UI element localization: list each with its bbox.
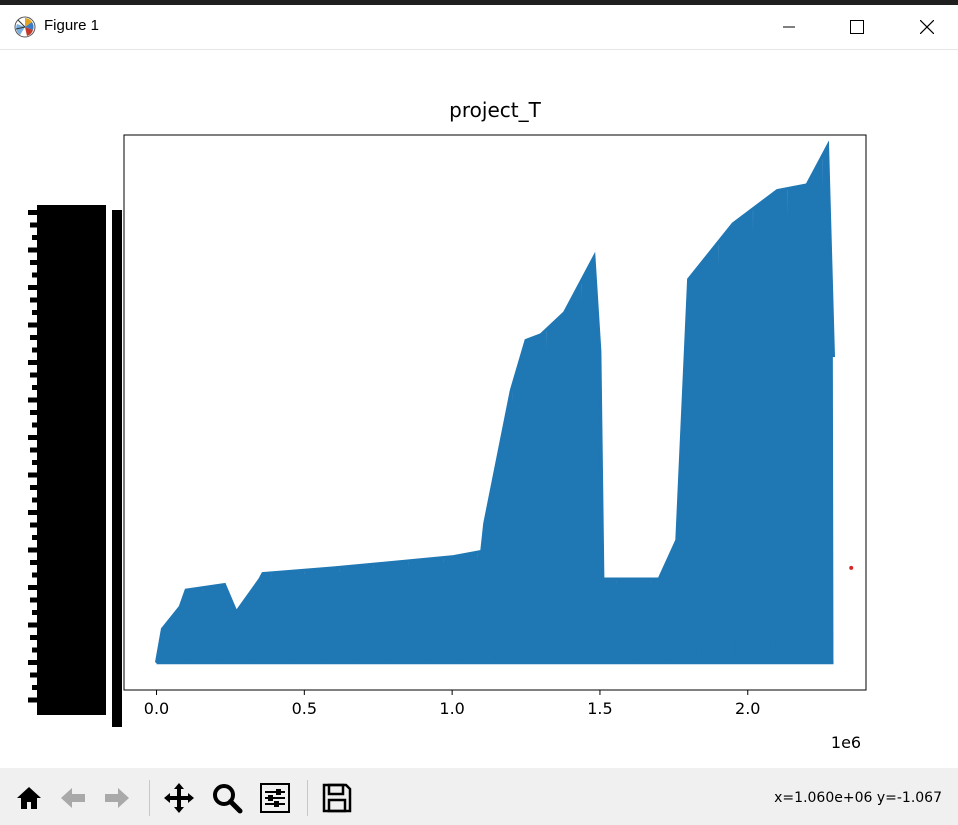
- close-icon: [920, 20, 934, 34]
- home-icon: [17, 787, 41, 809]
- window-titlebar[interactable]: Figure 1: [0, 5, 958, 50]
- y-tick-label-fragment: [28, 510, 40, 515]
- x-tick-label: 2.0: [735, 699, 760, 718]
- y-tick-label-fragment: [28, 210, 40, 215]
- y-tick-label-fragment: [30, 597, 42, 603]
- y-tick-label-fragment: [28, 285, 40, 290]
- y-tick-label-fragment: [30, 410, 42, 415]
- y-tick-label-fragment: [30, 560, 42, 565]
- series-envelope: [155, 140, 835, 663]
- y-tick-label-fragment: [28, 622, 40, 628]
- x-axis-ticks: 0.0 0.5 1.0 1.5 2.0: [144, 690, 760, 718]
- x-tick-label: 1.0: [439, 699, 464, 718]
- x-tick-label: 1.5: [587, 699, 612, 718]
- forward-button[interactable]: [98, 778, 136, 818]
- annotation-point: [849, 565, 854, 570]
- y-tick-label-fragment: [28, 397, 40, 403]
- chart-title: project_T: [449, 98, 541, 122]
- configure-subplots-button[interactable]: [256, 778, 294, 818]
- y-tick-label-fragment: [28, 472, 40, 478]
- cursor-coordinates: x=1.060e+06 y=-1.067: [774, 790, 942, 806]
- maximize-icon: [850, 20, 864, 34]
- y-tick-label-cluster: [64, 205, 106, 715]
- y-tick-label-fragment: [32, 685, 44, 690]
- y-tick-label-fragment: [32, 422, 44, 428]
- y-tick-label-fragment: [32, 460, 44, 465]
- y-tick-label-fragment: [32, 272, 44, 278]
- axes-frame: [123, 134, 867, 691]
- home-button[interactable]: [10, 778, 48, 818]
- y-tick-label-fragment: [28, 660, 40, 665]
- pan-button[interactable]: [160, 778, 198, 818]
- toolbar-separator: [307, 780, 308, 816]
- y-tick-label-cluster: [112, 210, 122, 727]
- overlapping-y-tick-labels: [28, 205, 122, 727]
- maximize-button[interactable]: [834, 5, 880, 49]
- y-tick-label-fragment: [28, 547, 40, 553]
- y-tick-label-fragment: [30, 672, 42, 678]
- save-button[interactable]: [318, 778, 356, 818]
- minimize-icon: [783, 26, 795, 28]
- x-tick-label: 0.5: [292, 699, 317, 718]
- zoom-button[interactable]: [208, 778, 246, 818]
- magnifier-icon: [213, 784, 243, 814]
- navigation-toolbar: x=1.060e+06 y=-1.067: [0, 768, 958, 825]
- sliders-icon: [260, 783, 290, 813]
- arrow-left-icon: [61, 788, 85, 808]
- plot-area: 0.0 0.5 1.0 1.5 2.0 1e6: [28, 134, 867, 752]
- y-tick-label-fragment: [30, 635, 42, 640]
- y-tick-label-fragment: [28, 322, 40, 328]
- y-tick-label-fragment: [32, 535, 44, 540]
- toolbar-separator: [149, 780, 150, 816]
- y-tick-label-fragment: [32, 310, 44, 315]
- back-button[interactable]: [54, 778, 92, 818]
- y-tick-label-fragment: [28, 360, 40, 365]
- minimize-button[interactable]: [766, 5, 812, 49]
- y-tick-label-fragment: [32, 235, 44, 240]
- y-tick-label-fragment: [30, 335, 42, 340]
- y-tick-label-fragment: [30, 485, 42, 490]
- y-tick-label-fragment: [28, 585, 40, 590]
- y-tick-label-fragment: [28, 435, 40, 440]
- x-offset-label: 1e6: [831, 733, 861, 752]
- y-tick-label-fragment: [30, 372, 42, 378]
- y-tick-label-fragment: [32, 385, 44, 390]
- y-tick-label-fragment: [32, 497, 44, 503]
- arrow-right-icon: [105, 788, 129, 808]
- y-tick-label-fragment: [32, 647, 44, 653]
- y-tick-label-fragment: [30, 260, 42, 265]
- y-tick-label-fragment: [30, 447, 42, 453]
- figure-canvas[interactable]: project_T 0.0 0.5 1.0 1.5 2.0 1e6: [0, 50, 958, 768]
- data-series: [155, 140, 854, 665]
- close-button[interactable]: [904, 5, 950, 49]
- y-tick-label-fragment: [30, 297, 42, 303]
- y-tick-label-fragment: [30, 522, 42, 528]
- x-tick-label: 0.0: [144, 699, 169, 718]
- floppy-disk-icon: [322, 783, 352, 813]
- window-title: Figure 1: [44, 17, 100, 34]
- y-tick-label-fragment: [28, 247, 40, 253]
- y-tick-label-fragment: [32, 572, 44, 578]
- move-icon: [164, 783, 194, 813]
- y-tick-label-fragment: [32, 347, 44, 353]
- y-tick-label-fragment: [30, 222, 42, 228]
- y-tick-label-fragment: [28, 697, 40, 703]
- y-tick-label-fragment: [32, 610, 44, 615]
- matplotlib-app-icon: [14, 16, 36, 38]
- background-taskbar-strip: [0, 0, 958, 5]
